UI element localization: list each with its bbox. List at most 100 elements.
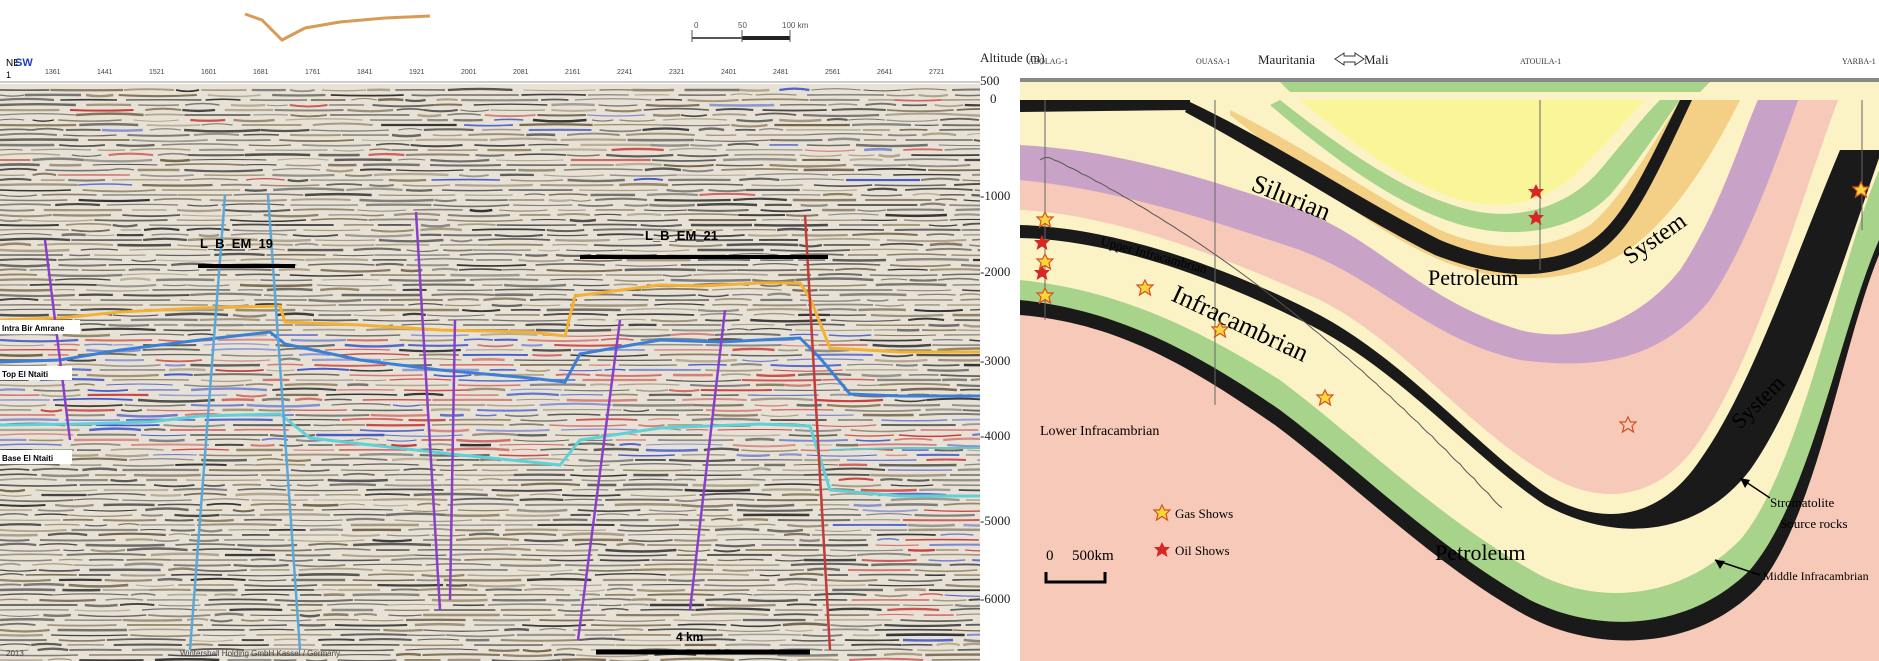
seismic-scale-label: 4 km bbox=[676, 630, 703, 644]
map-profile-fragment bbox=[244, 12, 431, 42]
fault-lines bbox=[43, 194, 832, 651]
cross-section-body bbox=[1020, 78, 1879, 661]
well-label-yarba: YARBA-1 bbox=[1842, 57, 1876, 66]
legend-oil-label: Oil Shows bbox=[1175, 543, 1230, 558]
black-bed-silurian bbox=[1185, 100, 1692, 275]
gas-show-icon bbox=[1851, 180, 1871, 199]
gas-show-icon bbox=[1315, 388, 1335, 407]
seismic-date-label: 2013 bbox=[6, 649, 24, 658]
map-scale: 0 50 100 km bbox=[691, 21, 809, 42]
target-l-b-em-21: L_B_EM_21 bbox=[580, 228, 828, 259]
yellow-basin-fill bbox=[1300, 100, 1645, 205]
middle-infracambrian-band bbox=[1020, 170, 1879, 632]
border-left-country: Mauritania bbox=[1258, 52, 1315, 67]
shotpoint-label: 2481 bbox=[773, 69, 789, 76]
horizon-label-top-el-ntaiti: Top El Ntaiti bbox=[2, 370, 48, 379]
target-l-b-em-19: L_B_EM_19 bbox=[198, 236, 295, 268]
gas-show-icon bbox=[1210, 320, 1230, 339]
shotpoint-label: 2241 bbox=[617, 69, 633, 76]
black-bed-upper-left bbox=[1020, 100, 1190, 112]
map-scale-label-2: 100 km bbox=[782, 21, 809, 30]
y-tick-minus-5000: -5000 bbox=[980, 513, 1010, 528]
seismic-scale-bar: 4 km bbox=[596, 630, 810, 655]
horizon-label-intra-bir-amrane: Intra Bir Amrane bbox=[2, 324, 65, 333]
scale-label: 500km bbox=[1072, 548, 1114, 564]
border-label: Mauritania Mali bbox=[1258, 52, 1389, 67]
gas-show-markers bbox=[1035, 180, 1871, 434]
horizon-top-el-ntaiti bbox=[0, 330, 980, 398]
legend-gas-label: Gas Shows bbox=[1175, 506, 1233, 521]
upper-green-band bbox=[1270, 100, 1680, 233]
axis-title: Altitude (m) bbox=[980, 50, 1045, 65]
y-tick-minus-3000: -3000 bbox=[980, 353, 1010, 368]
shotpoint-label: 1921 bbox=[409, 69, 425, 76]
y-axis: 500 0 -1000 -2000 -3000 -4000 -5000 -600… bbox=[980, 73, 1010, 606]
gas-show-icon bbox=[1618, 415, 1638, 434]
label-lower-infracambrian: Lower Infracambrian bbox=[1040, 424, 1159, 439]
shotpoint-label: 2001 bbox=[461, 69, 477, 76]
y-tick-0: 0 bbox=[990, 91, 997, 106]
silurian-purple-band bbox=[1020, 95, 1800, 364]
seismic-section-panel: 0 50 100 km NE SW 1 1361 1441 1521 1601 1681… bbox=[0, 12, 980, 661]
y-tick-minus-1000: -1000 bbox=[980, 188, 1010, 203]
shotpoint-label: 2721 bbox=[929, 69, 945, 76]
shotpoint-label: 1441 bbox=[97, 69, 113, 76]
header-row-label-1: 1 bbox=[6, 70, 11, 80]
gas-show-icon bbox=[1035, 252, 1055, 271]
shotpoint-label: 2641 bbox=[877, 69, 893, 76]
gas-show-legend-icon bbox=[1152, 503, 1172, 522]
gas-show-icon bbox=[1035, 286, 1055, 305]
double-arrow-icon bbox=[1334, 52, 1365, 66]
y-tick-minus-4000: -4000 bbox=[980, 428, 1010, 443]
map-scale-label-1: 50 bbox=[738, 21, 747, 30]
shotpoint-label: 1841 bbox=[357, 69, 373, 76]
label-petroleum-lower: Petroleum bbox=[1435, 540, 1525, 565]
shotpoint-label: 1601 bbox=[201, 69, 217, 76]
oil-show-icon bbox=[1034, 265, 1050, 280]
label-petroleum-upper: Petroleum bbox=[1428, 265, 1518, 290]
oil-show-icon bbox=[1528, 210, 1544, 225]
horizon-intra-shallow bbox=[829, 447, 980, 451]
y-tick-minus-2000: -2000 bbox=[980, 264, 1010, 279]
y-tick-500: 500 bbox=[980, 73, 1000, 88]
shotpoint-label: 1521 bbox=[149, 69, 165, 76]
upper-infracambrian-fill bbox=[1020, 95, 1879, 593]
unconformity-wavy-line bbox=[1039, 157, 1503, 509]
horizon-label-base-el-ntaiti: Base El Ntaiti bbox=[2, 454, 53, 463]
annotation-middle-infracambrian: Middle Infracambrian bbox=[1763, 569, 1869, 583]
target-label-l-b-em-21: L_B_EM_21 bbox=[645, 228, 718, 243]
geologic-cross-section-panel: Altitude (m) 500 0 -1000 -2000 -3000 -40… bbox=[980, 0, 1879, 661]
shotpoint-label: 2081 bbox=[513, 69, 529, 76]
border-right-country: Mali bbox=[1364, 52, 1389, 67]
gas-show-icon bbox=[1135, 278, 1155, 297]
shotpoint-label: 1761 bbox=[305, 69, 321, 76]
black-bed-lower bbox=[1020, 240, 1879, 641]
oil-show-markers bbox=[1034, 184, 1544, 280]
section-scale: 0 500km bbox=[1044, 548, 1114, 584]
shotpoint-label: 2161 bbox=[565, 69, 581, 76]
well-label-atouila: ATOUILA-1 bbox=[1520, 57, 1561, 66]
annotation-stromatolite: Stromatolite bbox=[1770, 495, 1835, 510]
header-row-label-ne: NE bbox=[6, 58, 20, 69]
gas-show-icon bbox=[1035, 210, 1055, 229]
shotpoint-label: 1361 bbox=[45, 69, 61, 76]
annotation-source-rocks: Source rocks bbox=[1780, 516, 1848, 531]
shotpoint-header: NE SW 1 1361 1441 1521 1601 1681 1761 1841 1921… bbox=[0, 57, 980, 83]
oil-show-legend-icon bbox=[1154, 542, 1170, 557]
scale-zero: 0 bbox=[1046, 548, 1054, 564]
well-label-ouasa: OUASA-1 bbox=[1196, 57, 1230, 66]
shotpoint-label: 2321 bbox=[669, 69, 685, 76]
horizon-labels: Intra Bir Amrane Top El Ntaiti Base El N… bbox=[0, 320, 80, 464]
shotpoint-label: 1681 bbox=[253, 69, 269, 76]
well-labels: ABOLAG-1 OUASA-1 ATOUILA-1 YARBA-1 bbox=[1028, 57, 1876, 66]
map-scale-label-0: 0 bbox=[694, 21, 699, 30]
annotations: Stromatolite Source rocks Middle Infraca… bbox=[1714, 477, 1869, 583]
oil-show-icon bbox=[1528, 184, 1544, 199]
shotpoint-label: 2561 bbox=[825, 69, 841, 76]
seismic-copyright: Wintershall Holding GmbH Kassel / German… bbox=[180, 649, 340, 658]
oil-show-icon bbox=[1034, 235, 1050, 250]
shows-legend: Gas Shows Oil Shows bbox=[1152, 503, 1233, 558]
top-green-strip bbox=[1280, 82, 1710, 92]
target-label-l-b-em-19: L_B_EM_19 bbox=[200, 236, 273, 251]
header-sw-tag: SW bbox=[15, 57, 33, 69]
